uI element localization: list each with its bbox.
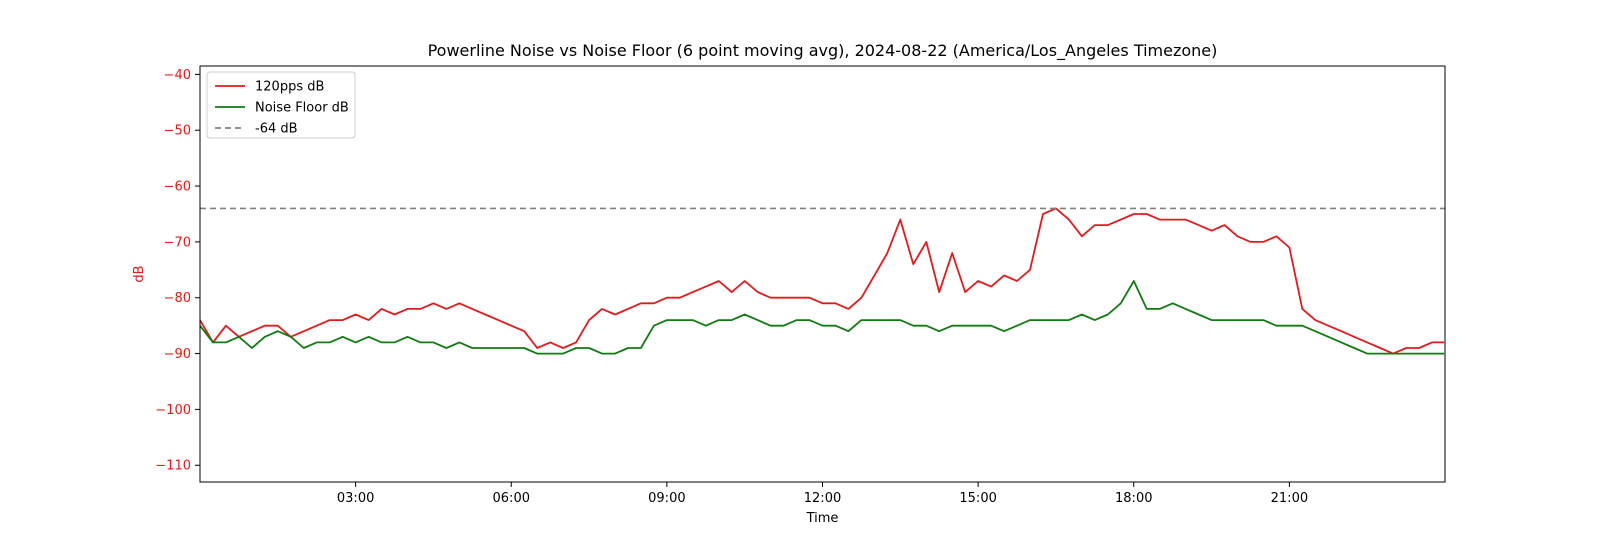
series-line-1 — [199, 280, 1445, 355]
y-tick-label: −50 — [164, 124, 191, 139]
plot-frame — [199, 65, 1446, 483]
chart-title: Powerline Noise vs Noise Floor (6 point … — [428, 41, 1218, 61]
x-tick-label: 06:00 — [493, 491, 530, 506]
y-tick-label: −110 — [155, 459, 191, 474]
y-tick-label: −90 — [164, 347, 191, 362]
plot-area — [199, 207, 1445, 355]
x-tick-label: 12:00 — [804, 491, 841, 506]
x-tick-label: 03:00 — [337, 491, 374, 506]
y-axis-label: dB — [132, 265, 147, 282]
y-tick-label: −60 — [164, 180, 191, 195]
legend: 120pps dB Noise Floor dB -64 dB — [206, 71, 356, 139]
legend-label-0: 120pps dB — [255, 80, 324, 95]
y-tick-label: −40 — [164, 68, 191, 83]
x-tick-label: 09:00 — [648, 491, 685, 506]
x-tick-label: 18:00 — [1115, 491, 1152, 506]
x-tick-label: 21:00 — [1271, 491, 1308, 506]
x-tick-label: 15:00 — [959, 491, 996, 506]
legend-label-1: Noise Floor dB — [255, 101, 349, 116]
y-tick-label: −70 — [164, 235, 191, 250]
legend-label-2: -64 dB — [255, 122, 298, 137]
x-axis-label: Time — [806, 511, 839, 526]
series-line-0 — [199, 207, 1445, 355]
axes: 03:00 06:00 09:00 12:00 15:00 18:00 21:00 −40 −5… — [155, 65, 1446, 506]
legend-box — [206, 71, 356, 139]
y-tick-label: −100 — [155, 403, 191, 418]
y-tick-label: −80 — [164, 291, 191, 306]
